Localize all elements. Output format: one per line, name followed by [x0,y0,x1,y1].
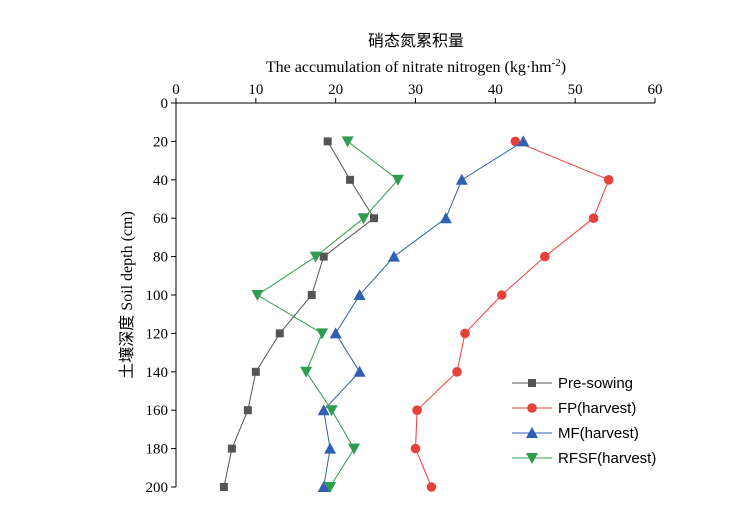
series-layer [219,135,614,493]
chart-title: 硝态氮累积量 [368,31,464,50]
y-axis-label: 土壤深度 Soil depth (cm) [117,211,136,379]
data-point-fp-harvest [588,213,599,223]
y-tick-label: 0 [161,96,169,112]
data-point-mf-harvest [324,442,337,454]
data-point-rfsf-harvest [316,328,329,340]
y-tick-label: 160 [146,403,169,419]
legend-item-rfsf-harvest: RFSF(harvest) [512,450,656,467]
series-line-pre-sowing [223,141,375,488]
data-point-fp-harvest [460,328,470,339]
data-point-rfsf-harvest [324,482,337,493]
legend-item-fp-harvest: FP(harvest) [512,400,636,417]
series-mf-harvest [317,135,530,492]
data-point-rfsf-harvest [391,174,404,186]
data-point-pre-sowing [275,329,284,338]
data-point-pre-sowing [219,483,228,491]
data-point-pre-sowing [243,406,252,415]
data-point-pre-sowing [369,214,378,223]
legend-item-pre-sowing: Pre-sowing [512,375,633,392]
legend-marker-mf-harvest [526,427,538,438]
legend: Pre-sowing FP(harvest) MF(harvest) RFSF(har… [512,375,656,467]
data-point-mf-harvest [517,135,530,147]
y-tick-label: 20 [153,134,168,150]
data-point-fp-harvest [510,136,521,147]
x-tick-label: 20 [328,82,343,98]
legend-marker-fp-harvest [527,403,537,413]
y-tick-label: 180 [146,442,169,458]
data-point-fp-harvest [452,367,462,377]
axes: 0 10 20 30 40 50 60 0 20 40 60 80 100 120 140 160 180 200 [146,82,663,496]
y-tick-label: 100 [146,288,169,304]
data-point-rfsf-harvest [348,443,361,455]
data-point-pre-sowing [323,137,332,146]
x-tick-label: 60 [648,82,663,98]
legend-label-pre-sowing: Pre-sowing [558,375,633,392]
data-point-rfsf-harvest [300,366,313,378]
x-axis-label: The accumulation of nitrate nitrogen (kg… [266,57,566,76]
data-point-mf-harvest [353,289,366,300]
data-point-pre-sowing [251,367,260,376]
series-line-fp-harvest [414,140,610,488]
data-point-mf-harvest [329,327,342,339]
data-point-fp-harvest [426,482,437,492]
x-tick-label: 0 [172,82,180,98]
data-point-fp-harvest [603,175,614,185]
data-point-pre-sowing [227,444,236,453]
series-rfsf-harvest [251,136,404,493]
data-point-pre-sowing [307,291,316,299]
x-tick-label: 30 [408,82,423,98]
data-point-mf-harvest [353,365,366,377]
y-tick-label: 80 [153,250,168,266]
legend-marker-pre-sowing [528,379,536,387]
data-point-pre-sowing [319,252,328,261]
data-point-mf-harvest [387,250,400,262]
data-point-pre-sowing [346,175,355,184]
data-point-fp-harvest [540,251,550,262]
x-tick-label: 40 [488,82,503,98]
data-point-rfsf-harvest [325,405,338,417]
y-tick-label: 120 [146,326,169,342]
series-line-mf-harvest [323,140,524,488]
data-point-fp-harvest [412,405,422,416]
series-line-rfsf-harvest [256,141,399,488]
series-fp-harvest [410,136,614,492]
y-tick-label: 200 [146,480,169,496]
data-point-rfsf-harvest [357,213,370,225]
data-point-fp-harvest [410,443,421,454]
data-point-rfsf-harvest [251,290,264,301]
data-point-mf-harvest [317,404,330,416]
x-axis-label-main: The accumulation of nitrate nitrogen (kg… [266,59,552,76]
x-axis-label-superscript: -2 [552,57,561,69]
legend-label-rfsf-harvest: RFSF(harvest) [558,450,656,467]
legend-marker-rfsf-harvest [526,453,538,464]
data-point-fp-harvest [496,290,507,300]
x-tick-label: 50 [568,82,583,98]
y-tick-label: 60 [153,211,168,227]
data-point-rfsf-harvest [309,251,322,263]
x-tick-label: 10 [248,82,263,98]
legend-label-mf-harvest: MF(harvest) [558,425,639,442]
legend-label-fp-harvest: FP(harvest) [558,400,636,417]
data-point-mf-harvest [455,173,468,185]
data-point-rfsf-harvest [341,136,354,148]
data-point-mf-harvest [439,212,452,224]
legend-item-mf-harvest: MF(harvest) [512,425,639,442]
x-axis-label-end: ) [561,59,566,76]
series-pre-sowing [219,137,378,491]
data-point-mf-harvest [317,481,330,492]
y-tick-label: 140 [146,365,169,381]
y-tick-label: 40 [153,173,168,189]
